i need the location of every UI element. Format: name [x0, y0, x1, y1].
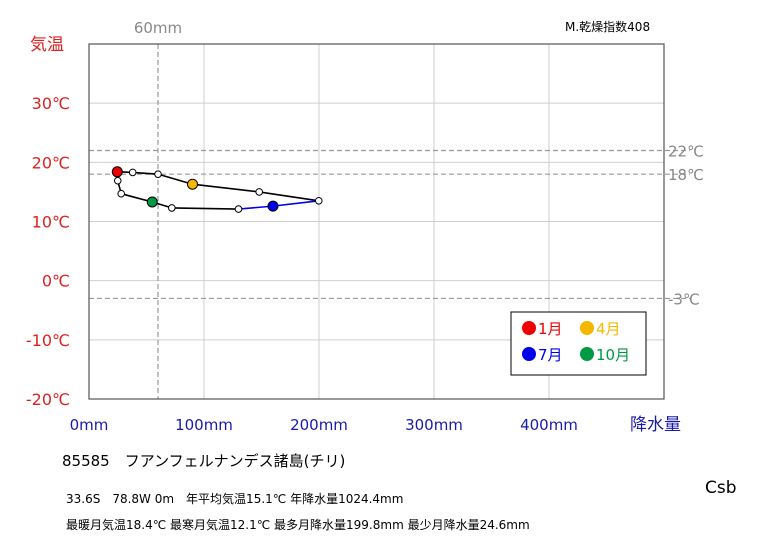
- x-axis-title: 降水量: [630, 415, 681, 435]
- month-points: [111, 166, 323, 213]
- month-point-1: [111, 166, 123, 178]
- x-tick-label: 300mm: [405, 416, 463, 434]
- climate-line-segment: [171, 207, 239, 210]
- climate-line-segment: [192, 183, 260, 193]
- month-point-4: [187, 178, 198, 190]
- y-tick-label: 10℃: [32, 213, 70, 232]
- month-point-11: [117, 189, 125, 198]
- legend-marker-1: [522, 321, 536, 335]
- reference-label-18: 18℃: [668, 166, 704, 184]
- month-point-6: [314, 196, 323, 205]
- plot-area: [88, 43, 665, 400]
- reference-label--3: -3℃: [668, 290, 700, 308]
- climate-line-segment: [238, 205, 274, 210]
- reference-label-60mm: 60mm: [134, 19, 182, 37]
- x-tick-label: 0mm: [70, 416, 109, 434]
- climate-line-segment: [157, 173, 193, 185]
- climate-code: Csb: [705, 478, 737, 498]
- month-point-8: [234, 205, 243, 213]
- y-tick-label: 20℃: [32, 153, 70, 172]
- month-point-5: [255, 188, 264, 196]
- legend-label-1: 1月: [538, 320, 563, 338]
- climate-line-segment: [259, 191, 319, 202]
- grid-lines: [89, 44, 664, 399]
- y-tick-label: 0℃: [42, 272, 70, 291]
- x-tick-label: 400mm: [520, 416, 578, 434]
- climate-line-segment: [132, 171, 159, 175]
- legend-label-7: 7月: [538, 346, 563, 364]
- y-tick-label: -20℃: [26, 390, 70, 409]
- aridity-label: M.乾燥指数408: [565, 19, 650, 34]
- month-point-9: [168, 204, 176, 212]
- legend-marker-10: [580, 347, 594, 361]
- month-point-7: [267, 200, 279, 212]
- legend-marker-4: [580, 321, 594, 335]
- month-point-10: [146, 196, 158, 208]
- climate-line-segment: [272, 199, 319, 207]
- y-tick-label: 30℃: [32, 94, 70, 113]
- month-point-2: [128, 168, 137, 177]
- station-info-line2: 最暖月気温18.4℃ 最寒月気温12.1℃ 最多月降水量199.8mm 最少月降…: [66, 518, 530, 532]
- reference-label-22: 22℃: [668, 143, 704, 161]
- month-point-3: [154, 170, 162, 178]
- y-axis-title: 気温: [30, 35, 64, 55]
- x-tick-label: 200mm: [290, 416, 348, 434]
- y-tick-label: -10℃: [26, 331, 70, 350]
- x-tick-label: 100mm: [175, 416, 233, 434]
- axis-ticks: -20℃ -10℃ 0℃ 10℃ 20℃ 30℃ 0mm 100mm 200mm 300mm 400…: [26, 94, 578, 434]
- month-point-12: [113, 176, 122, 185]
- legend-label-10: 10月: [596, 346, 630, 364]
- reference-lines: 60mm 22℃ 18℃ -3℃: [89, 19, 704, 399]
- legend-box: 1月 4月 7月 10月: [510, 311, 647, 376]
- station-info-line1: 33.6S 78.8W 0m 年平均気温15.1℃ 年降水量1024.4mm: [66, 492, 404, 506]
- legend-label-4: 4月: [596, 320, 621, 338]
- station-name: 85585 フアンフェルナンデス諸島(チリ): [62, 452, 346, 470]
- legend-marker-7: [522, 347, 536, 361]
